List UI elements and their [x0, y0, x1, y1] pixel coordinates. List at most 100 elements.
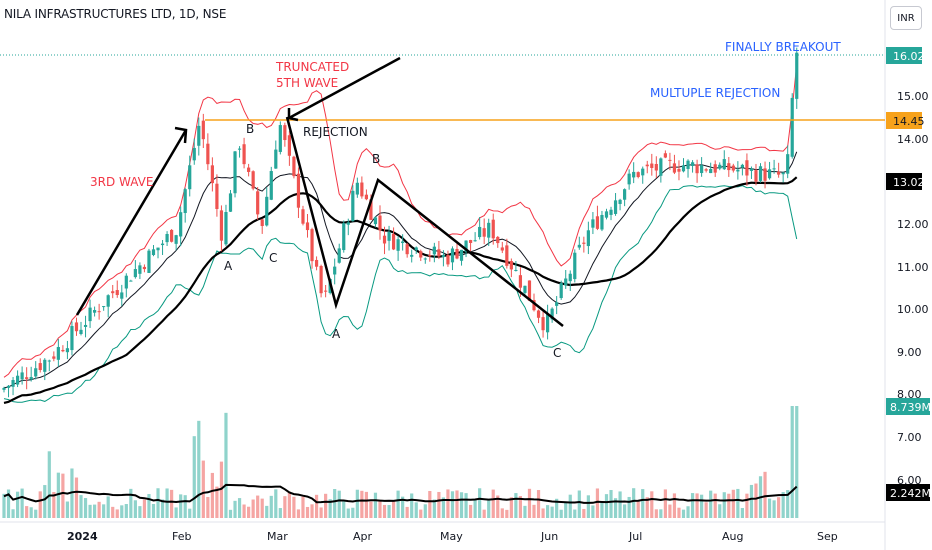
candle-body [586, 230, 590, 247]
volume-bar [487, 499, 491, 518]
candle [391, 227, 396, 251]
candle-body [210, 165, 214, 184]
candle [636, 171, 640, 179]
candle-body [677, 168, 681, 172]
volume-bar [133, 500, 137, 518]
candle [609, 206, 613, 221]
volume-bar [546, 505, 550, 518]
volume-bar [704, 502, 708, 518]
candle [228, 190, 233, 212]
candle-body [278, 125, 282, 152]
candle-body [378, 215, 382, 231]
volume-bar [43, 485, 47, 518]
price-axis[interactable]: 15.00 14.00 12.00 11.00 10.00 9.00 8.00 … [886, 47, 931, 501]
volume-bar [224, 412, 228, 518]
candle [505, 238, 509, 269]
candle-body [142, 266, 147, 270]
candle-body [500, 247, 504, 251]
volume-bar [251, 499, 255, 518]
candle-body [382, 235, 387, 244]
candle-body [505, 245, 509, 266]
candle [179, 206, 183, 247]
volume-bar [749, 484, 754, 518]
volume-bar [677, 507, 681, 518]
candle-body [401, 241, 405, 244]
candle [192, 138, 196, 165]
candle-body [636, 172, 640, 178]
candle-body [305, 222, 310, 231]
time-axis[interactable]: 2024 Feb Mar Apr May Jun Jul Aug Sep [67, 530, 838, 543]
candle-body [536, 310, 541, 318]
volume-bar [709, 490, 713, 518]
candle [500, 241, 504, 254]
candle-body [722, 159, 726, 170]
volume-bar [310, 504, 314, 518]
candle [672, 154, 677, 175]
volume-bar [147, 494, 151, 518]
candle [333, 258, 337, 285]
volume-bar [34, 509, 38, 518]
bollinger-bands [3, 64, 798, 403]
candle [514, 260, 518, 272]
candle-body [459, 249, 464, 261]
candle [260, 218, 264, 234]
candle [351, 185, 355, 222]
candle-body [351, 190, 355, 222]
candle-body [414, 247, 418, 251]
candle [274, 140, 278, 169]
candle [781, 171, 785, 183]
candle [423, 257, 427, 264]
volume-bar [324, 493, 328, 518]
volume-bar [56, 472, 60, 518]
volume-bar [106, 496, 110, 518]
abc-correction-lines [285, 116, 564, 327]
candle-body [604, 211, 609, 218]
moving-averages [3, 151, 798, 404]
candle-body [491, 219, 495, 239]
candle [550, 307, 554, 323]
candle [337, 243, 341, 264]
volume-bar [83, 498, 88, 518]
volume-bar [52, 491, 56, 518]
candle [763, 161, 767, 189]
volume-bar [247, 506, 251, 518]
volume-bar [609, 490, 613, 518]
candle-body [287, 135, 291, 156]
candle-body [455, 248, 459, 259]
volume-bar [328, 499, 332, 518]
volume-bar [700, 494, 704, 518]
volume-bar [550, 506, 554, 518]
volume-bar [401, 496, 405, 518]
candle-body [265, 196, 269, 226]
candle-body [450, 248, 455, 263]
volume-bar [38, 491, 42, 518]
candle [256, 186, 260, 220]
candle-body [496, 236, 500, 244]
candle [219, 205, 224, 252]
currency-button[interactable]: INR [890, 6, 922, 30]
candle-body [527, 280, 532, 301]
candle-body [160, 243, 165, 246]
volume-bar [645, 497, 649, 518]
volume-bar [342, 500, 346, 518]
volume-bar [636, 500, 640, 518]
ma-short-line [3, 151, 798, 389]
candle-body [514, 269, 518, 271]
candle [387, 225, 391, 251]
candle-body [283, 125, 287, 141]
volume-bar [555, 498, 559, 518]
candle-body [179, 212, 183, 237]
candle-body [6, 385, 11, 388]
candle [478, 217, 482, 240]
candle [111, 284, 115, 299]
candle-body [663, 153, 667, 158]
candle-body [786, 154, 790, 174]
candle [378, 205, 382, 240]
candle [133, 260, 137, 279]
candle [573, 249, 577, 283]
candle-body [591, 219, 595, 228]
volume-bar [591, 505, 595, 518]
candle [459, 249, 464, 266]
time-tick-apr: Apr [353, 530, 373, 543]
